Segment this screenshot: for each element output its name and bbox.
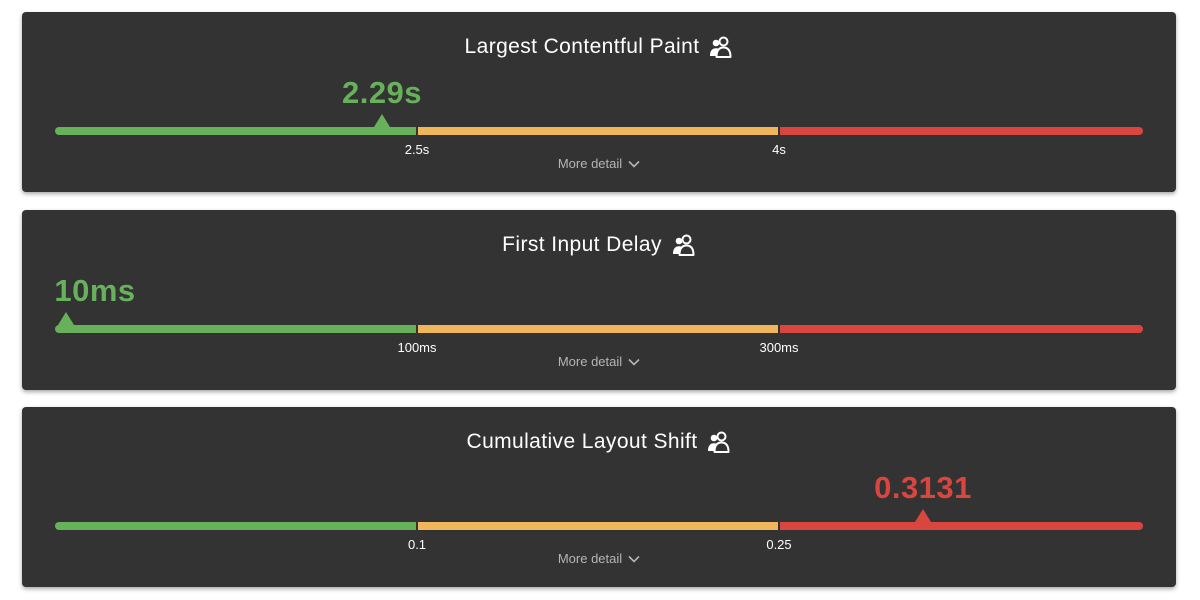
threshold-tick [778,324,780,334]
threshold-label: 0.1 [407,537,427,552]
value-marker [58,312,74,325]
threshold-label: 2.5s [404,142,430,157]
metric-card-cls: Cumulative Layout Shift 0.1 0.25 0.3131 … [22,407,1176,587]
metric-title: First Input Delay [502,233,662,256]
more-detail-label: More detail [557,354,623,369]
threshold-bar: 2.5s 4s 2.29s [55,75,1143,157]
metric-title: Largest Contentful Paint [464,35,700,58]
more-detail-toggle[interactable]: More detail [22,156,1176,171]
needs-improvement-segment [417,325,779,333]
threshold-tick [778,126,780,136]
metric-value: 2.29s [341,75,423,110]
good-segment [55,522,417,530]
chevron-down-icon [628,358,640,366]
more-detail-toggle[interactable]: More detail [22,551,1176,566]
threshold-tick [416,521,418,531]
metric-value: 10ms [54,273,136,308]
chevron-down-icon [628,160,640,168]
threshold-tick [416,126,418,136]
value-marker [915,509,931,522]
threshold-label: 4s [772,142,786,157]
threshold-bar: 0.1 0.25 0.3131 [55,470,1143,552]
users-icon [708,431,730,453]
threshold-label: 100ms [397,340,437,355]
card-header: First Input Delay [22,230,1176,260]
users-icon [672,234,695,256]
threshold-tick [778,521,780,531]
poor-segment [779,522,1143,530]
more-detail-label: More detail [557,551,623,566]
poor-segment [779,325,1143,333]
threshold-label: 300ms [759,340,799,355]
chevron-down-icon [628,555,640,563]
needs-improvement-segment [417,127,779,135]
more-detail-label: More detail [557,156,623,171]
poor-segment [779,127,1143,135]
good-segment [55,325,417,333]
value-marker [374,114,390,127]
users-icon [710,36,732,58]
metric-card-lcp: Largest Contentful Paint 2.5s 4s 2.29s M… [22,12,1176,192]
threshold-bar: 100ms 300ms 10ms [54,273,1143,355]
good-segment [55,127,417,135]
threshold-tick [416,324,418,334]
needs-improvement-segment [417,522,779,530]
threshold-label: 0.25 [766,537,792,552]
card-header: Cumulative Layout Shift [22,427,1176,457]
metric-card-fid: First Input Delay 100ms 300ms 10ms More … [22,210,1176,390]
metric-value: 0.3131 [874,470,972,505]
more-detail-toggle[interactable]: More detail [22,354,1176,369]
metric-title: Cumulative Layout Shift [466,430,698,453]
card-header: Largest Contentful Paint [22,32,1176,62]
